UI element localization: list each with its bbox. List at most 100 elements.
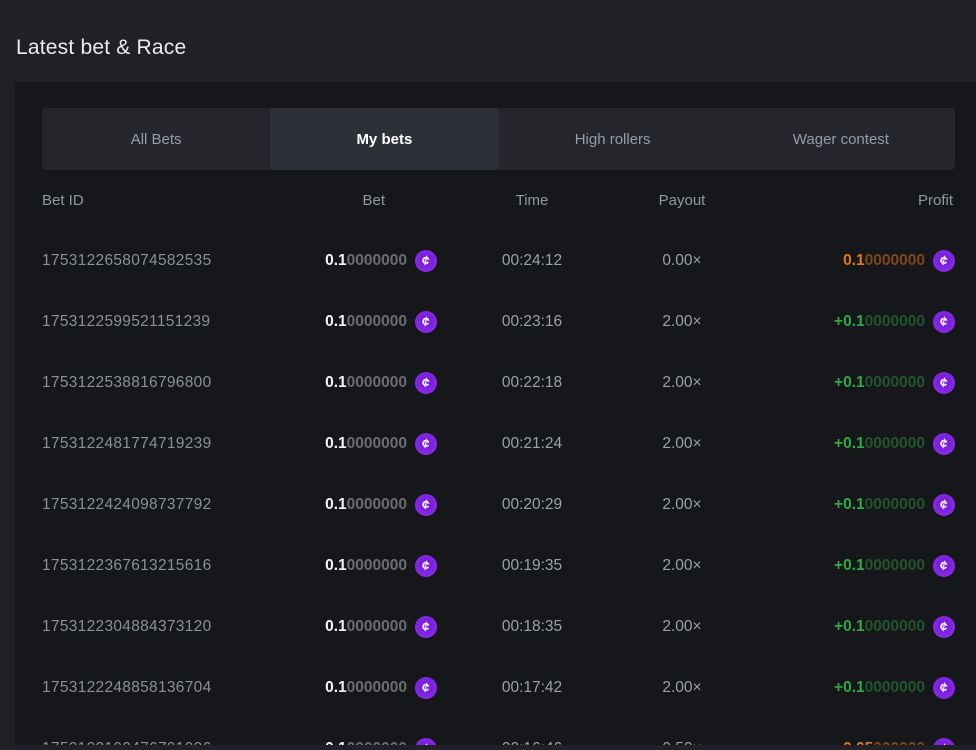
bet-amount: 0.10000000 xyxy=(325,740,407,746)
bet-profit-cell: +0.10000000 ¢ xyxy=(737,494,955,516)
bet-amount: 0.10000000 xyxy=(325,679,407,697)
bet-id: 1753122190476791936 xyxy=(42,740,257,746)
bet-id: 1753122538816796800 xyxy=(42,374,257,392)
bet-profit-cell: +0.10000000 ¢ xyxy=(737,372,955,394)
coin-icon: ¢ xyxy=(933,250,955,272)
bet-profit-cell: +0.10000000 ¢ xyxy=(737,677,955,699)
bet-amount-cell: 0.10000000 ¢ xyxy=(257,494,437,516)
bet-amount-cell: 0.10000000 ¢ xyxy=(257,616,437,638)
coin-icon: ¢ xyxy=(415,494,437,516)
bet-profit-cell: 0.05000000 ¢ xyxy=(737,738,955,746)
bet-amount: 0.10000000 xyxy=(325,618,407,636)
bet-payout: 2.00× xyxy=(627,313,737,331)
bet-amount: 0.10000000 xyxy=(325,435,407,453)
coin-icon: ¢ xyxy=(933,738,955,746)
coin-icon: ¢ xyxy=(415,250,437,272)
table-row[interactable]: 17531225388167968000.10000000¢00:22:182.… xyxy=(42,352,955,413)
bet-profit-cell: 0.10000000 ¢ xyxy=(737,250,955,272)
bet-profit-cell: +0.10000000 ¢ xyxy=(737,433,955,455)
col-time: Time xyxy=(437,192,627,209)
bet-id: 1753122304884373120 xyxy=(42,618,257,636)
col-payout: Payout xyxy=(627,192,737,209)
coin-icon: ¢ xyxy=(415,677,437,699)
bet-id: 1753122599521151239 xyxy=(42,313,257,331)
latest-bets-panel: All Bets My bets High rollers Wager cont… xyxy=(15,82,976,745)
profit-amount: 0.05000000 xyxy=(843,740,925,746)
coin-icon: ¢ xyxy=(933,372,955,394)
bet-amount: 0.10000000 xyxy=(325,252,407,270)
bet-time: 00:21:24 xyxy=(437,435,627,453)
bet-payout: 2.00× xyxy=(627,557,737,575)
bet-amount-cell: 0.10000000 ¢ xyxy=(257,433,437,455)
bet-time: 00:24:12 xyxy=(437,252,627,270)
bet-id: 1753122424098737792 xyxy=(42,496,257,514)
bet-profit-cell: +0.10000000 ¢ xyxy=(737,555,955,577)
col-bet-id: Bet ID xyxy=(42,192,257,209)
coin-icon: ¢ xyxy=(933,616,955,638)
bets-table-body: 17531226580745825350.10000000¢00:24:120.… xyxy=(15,230,976,745)
tab-high-rollers[interactable]: High rollers xyxy=(499,108,727,170)
bet-profit-cell: +0.10000000 ¢ xyxy=(737,311,955,333)
bet-amount-cell: 0.10000000 ¢ xyxy=(257,677,437,699)
coin-icon: ¢ xyxy=(933,311,955,333)
bet-time: 00:23:16 xyxy=(437,313,627,331)
tab-all-bets[interactable]: All Bets xyxy=(42,108,270,170)
coin-icon: ¢ xyxy=(933,555,955,577)
bet-id: 1753122658074582535 xyxy=(42,252,257,270)
table-row[interactable]: 17531225995211512390.10000000¢00:23:162.… xyxy=(42,291,955,352)
bet-time: 00:18:35 xyxy=(437,618,627,636)
bet-payout: 0.50× xyxy=(627,740,737,746)
page-title: Latest bet & Race xyxy=(16,36,186,60)
profit-amount: +0.10000000 xyxy=(834,435,925,453)
col-bet: Bet xyxy=(257,192,437,209)
table-header: Bet ID Bet Time Payout Profit xyxy=(42,170,955,230)
col-profit: Profit xyxy=(737,192,955,209)
profit-amount: +0.10000000 xyxy=(834,313,925,331)
profit-amount: +0.10000000 xyxy=(834,679,925,697)
table-row[interactable]: 17531224240987377920.10000000¢00:20:292.… xyxy=(42,474,955,535)
table-row[interactable]: 17531226580745825350.10000000¢00:24:120.… xyxy=(42,230,955,291)
bets-tabs: All Bets My bets High rollers Wager cont… xyxy=(42,108,955,170)
bet-amount-cell: 0.10000000 ¢ xyxy=(257,555,437,577)
coin-icon: ¢ xyxy=(933,494,955,516)
profit-amount: +0.10000000 xyxy=(834,618,925,636)
bet-payout: 2.00× xyxy=(627,679,737,697)
coin-icon: ¢ xyxy=(933,433,955,455)
bet-payout: 0.00× xyxy=(627,252,737,270)
bet-time: 00:22:18 xyxy=(437,374,627,392)
bet-amount: 0.10000000 xyxy=(325,313,407,331)
bet-amount: 0.10000000 xyxy=(325,557,407,575)
table-row[interactable]: 17531223676132156160.10000000¢00:19:352.… xyxy=(42,535,955,596)
profit-amount: +0.10000000 xyxy=(834,496,925,514)
bet-id: 1753122481774719239 xyxy=(42,435,257,453)
bet-amount-cell: 0.10000000 ¢ xyxy=(257,372,437,394)
bet-amount-cell: 0.10000000¢ xyxy=(257,738,437,746)
bet-payout: 2.00× xyxy=(627,435,737,453)
tab-my-bets[interactable]: My bets xyxy=(270,108,498,170)
coin-icon: ¢ xyxy=(415,311,437,333)
bet-id: 1753122367613215616 xyxy=(42,557,257,575)
bet-time: 00:19:35 xyxy=(437,557,627,575)
coin-icon: ¢ xyxy=(933,677,955,699)
tab-wager-contest[interactable]: Wager contest xyxy=(727,108,955,170)
bet-id: 1753122248858136704 xyxy=(42,679,257,697)
coin-icon: ¢ xyxy=(415,616,437,638)
profit-amount: +0.10000000 xyxy=(834,374,925,392)
bet-amount: 0.10000000 xyxy=(325,496,407,514)
coin-icon: ¢ xyxy=(415,555,437,577)
coin-icon: ¢ xyxy=(415,372,437,394)
profit-amount: +0.10000000 xyxy=(834,557,925,575)
bet-time: 00:16:46 xyxy=(437,740,627,746)
profit-amount: 0.10000000 xyxy=(843,252,925,270)
bet-payout: 2.00× xyxy=(627,496,737,514)
coin-icon: ¢ xyxy=(415,433,437,455)
table-row[interactable]: 17531221904767919360.10000000¢00:16:460.… xyxy=(42,718,955,745)
table-row[interactable]: 17531222488581367040.10000000¢00:17:422.… xyxy=(42,657,955,718)
bet-profit-cell: +0.10000000 ¢ xyxy=(737,616,955,638)
table-row[interactable]: 17531223048843731200.10000000¢00:18:352.… xyxy=(42,596,955,657)
bet-payout: 2.00× xyxy=(627,374,737,392)
bet-time: 00:17:42 xyxy=(437,679,627,697)
bet-amount: 0.10000000 xyxy=(325,374,407,392)
bet-time: 00:20:29 xyxy=(437,496,627,514)
table-row[interactable]: 17531224817747192390.10000000¢00:21:242.… xyxy=(42,413,955,474)
